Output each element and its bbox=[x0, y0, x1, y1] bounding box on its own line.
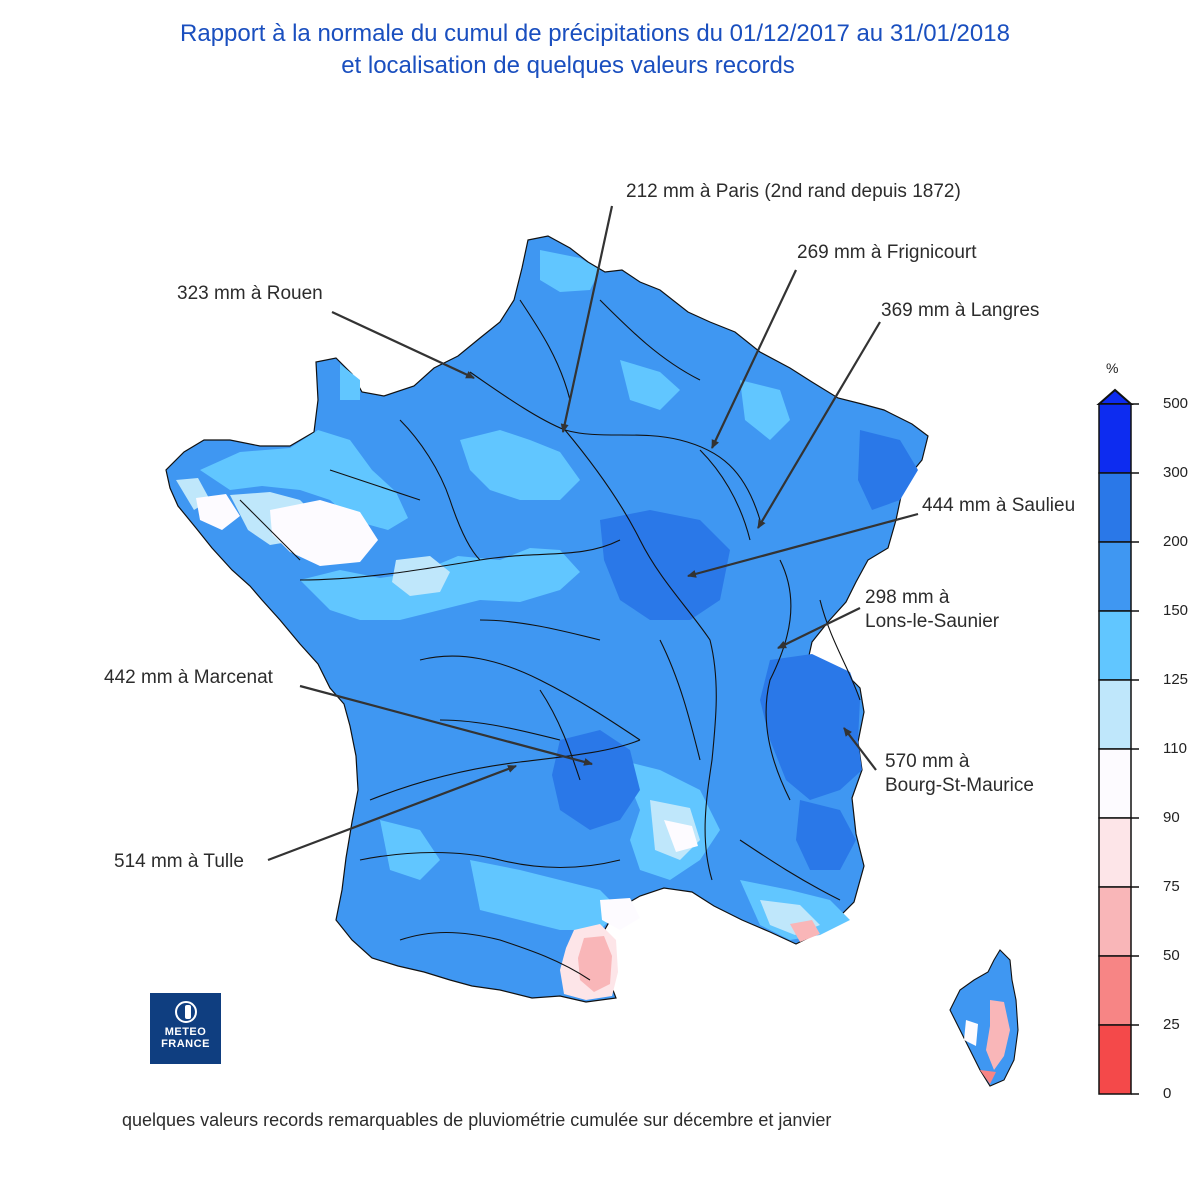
legend-unit: % bbox=[1106, 360, 1119, 376]
river-network bbox=[239, 299, 861, 981]
arrow-paris bbox=[560, 205, 614, 433]
record-label-lons-line1: 298 mm à bbox=[865, 587, 950, 608]
legend-tick-label: 50 bbox=[1163, 947, 1180, 964]
record-label-bsm-line2: Bourg-St-Maurice bbox=[885, 775, 1034, 796]
record-label-bsm-line1: 570 mm à bbox=[885, 751, 970, 772]
legend-swatch bbox=[1098, 817, 1132, 888]
legend-tick-label: 500 bbox=[1163, 395, 1189, 412]
legend-colorbar bbox=[1096, 388, 1139, 1095]
record-label-marcenat: 442 mm à Marcenat bbox=[104, 667, 273, 688]
legend-tick-label: 200 bbox=[1163, 533, 1189, 550]
legend-swatch bbox=[1098, 886, 1132, 957]
legend-swatch bbox=[1098, 403, 1132, 474]
record-label-langres: 369 mm à Langres bbox=[881, 300, 1040, 321]
record-label-tulle: 514 mm à Tulle bbox=[114, 851, 244, 872]
arrow-marcenat bbox=[299, 684, 593, 766]
record-label-frignicourt: 269 mm à Frignicourt bbox=[797, 242, 977, 263]
map-title-line1: Rapport à la normale du cumul de précipi… bbox=[180, 20, 1010, 47]
legend-tick-label: 150 bbox=[1163, 602, 1189, 619]
legend-tick-label: 25 bbox=[1163, 1016, 1180, 1033]
record-label-rouen: 323 mm à Rouen bbox=[177, 283, 323, 304]
arrow-frignicourt bbox=[711, 269, 797, 449]
arrow-langres bbox=[757, 321, 881, 529]
legend-swatch bbox=[1098, 1024, 1132, 1095]
legend-tick-label: 0 bbox=[1163, 1085, 1172, 1102]
record-label-paris: 212 mm à Paris (2nd rand depuis 1872) bbox=[626, 181, 961, 202]
legend-swatch bbox=[1098, 472, 1132, 543]
legend-tick-label: 125 bbox=[1163, 671, 1189, 688]
arrow-bsm bbox=[843, 727, 877, 771]
logo-line2: FRANCE bbox=[161, 1038, 210, 1050]
annotation-arrows bbox=[267, 205, 919, 862]
ratio-below-normal-areas bbox=[560, 920, 820, 1000]
record-label-saulieu: 444 mm à Saulieu bbox=[922, 495, 1076, 516]
legend-tick-label: 90 bbox=[1163, 809, 1180, 826]
map-title-line2: et localisation de quelques valeurs reco… bbox=[341, 52, 795, 79]
meteo-france-logo-icon bbox=[174, 1001, 197, 1023]
meteo-france-logo: METEO FRANCE bbox=[150, 993, 221, 1064]
arrow-rouen bbox=[331, 311, 475, 379]
map-caption: quelques valeurs records remarquables de… bbox=[122, 1110, 832, 1130]
legend-swatch bbox=[1098, 610, 1132, 681]
logo-line1: METEO bbox=[164, 1026, 207, 1038]
legend-tick-label: 75 bbox=[1163, 878, 1180, 895]
arrow-saulieu bbox=[687, 512, 919, 578]
legend-swatch bbox=[1098, 679, 1132, 750]
corsica bbox=[949, 949, 1019, 1087]
ratio-90-110-areas bbox=[196, 494, 698, 930]
record-label-lons-line2: Lons-le-Saunier bbox=[865, 611, 1000, 632]
legend-swatch bbox=[1098, 541, 1132, 612]
arrow-tulle bbox=[267, 764, 517, 862]
legend-tick-label: 300 bbox=[1163, 464, 1189, 481]
legend-tick-label: 110 bbox=[1163, 740, 1187, 757]
arrow-lons bbox=[777, 607, 861, 649]
legend-swatch bbox=[1098, 955, 1132, 1026]
france-mainland bbox=[165, 235, 929, 1003]
legend-swatch bbox=[1098, 748, 1132, 819]
legend-arrow-top bbox=[1096, 388, 1134, 405]
